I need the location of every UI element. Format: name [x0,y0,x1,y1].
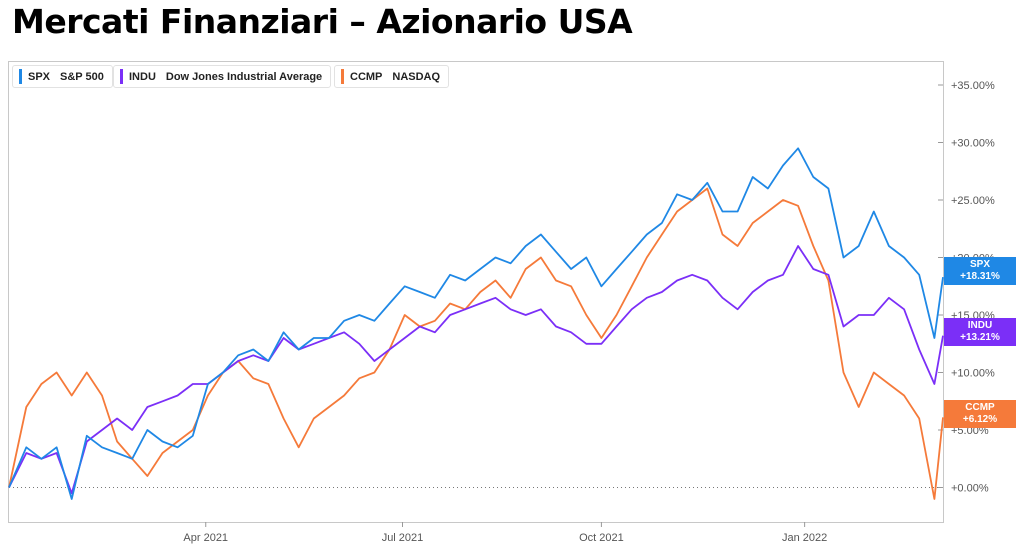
value-tag-spx-value: +18.31% [960,271,1000,282]
y-tick-label: +0.00% [951,483,989,495]
legend-code-ccmp: CCMP [350,70,383,83]
y-tick-label: +30.00% [951,138,995,150]
x-tick-label: Oct 2021 [579,532,624,544]
value-tag-ccmp: CCMP +6.12% [944,400,1016,428]
legend-code-indu: INDU [129,70,156,83]
y-tick-label: +25.00% [951,195,995,207]
x-tick-label: Apr 2021 [183,532,228,544]
y-tick-label: +35.00% [951,80,995,92]
legend-swatch-spx [19,69,22,84]
value-tag-ccmp-value: +6.12% [962,414,998,425]
legend-swatch-ccmp [341,69,344,84]
x-tick-label: Jul 2021 [382,532,424,544]
value-tag-indu-code: INDU [967,320,993,331]
y-tick-label: +10.00% [951,368,995,380]
legend-item-ccmp[interactable]: CCMP NASDAQ [334,65,450,88]
y-tick-label: +5.00% [951,425,989,437]
legend-name-indu: Dow Jones Industrial Average [165,70,323,83]
series-line-ccmp [8,187,944,500]
x-tick-label: Jan 2022 [782,532,827,544]
value-tag-indu: INDU +13.21% [944,318,1016,346]
series-line-spx [8,147,944,500]
chart-frame [8,61,944,523]
legend-item-indu[interactable]: INDU Dow Jones Industrial Average [113,65,332,88]
legend-swatch-indu [120,69,123,84]
value-tag-indu-value: +13.21% [960,332,1000,343]
legend-code-spx: SPX [28,70,51,83]
series-line-indu [8,245,944,495]
value-tag-spx: SPX +18.31% [944,257,1016,285]
value-tag-spx-code: SPX [969,259,990,270]
value-tag-ccmp-code: CCMP [965,402,995,413]
legend-name-spx: S&P 500 [60,70,104,83]
page-title: Mercati Finanziari – Azionario USA [12,2,633,41]
legend-name-ccmp: NASDAQ [392,70,441,83]
legend-item-spx[interactable]: SPX S&P 500 [12,65,113,88]
